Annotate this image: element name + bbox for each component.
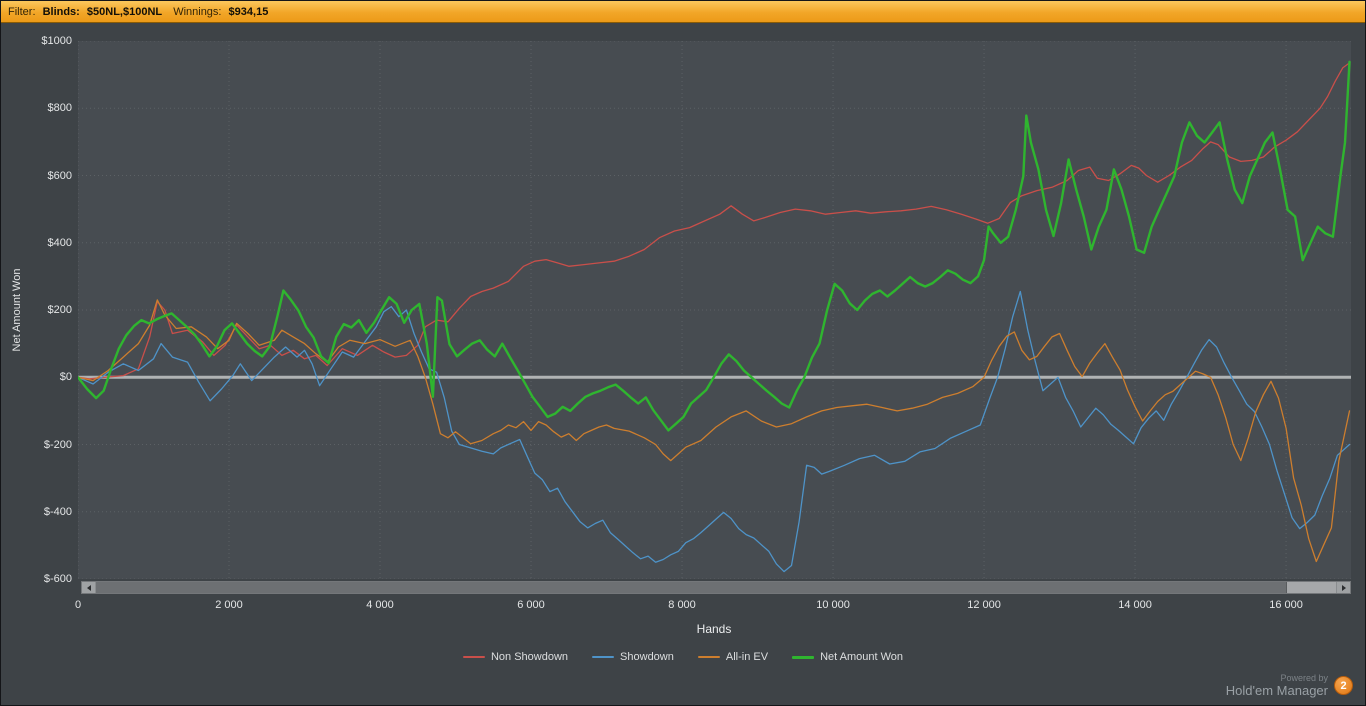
- scrollbar-right-arrow[interactable]: [1336, 582, 1350, 593]
- x-tick-label: 8 000: [668, 599, 696, 611]
- chart-canvas: [78, 41, 1351, 579]
- y-axis-ticks: $1000 $800 $600 $400 $200 $0 $-200 $-400 $-600: [25, 35, 75, 585]
- x-tick-label: 0: [74, 599, 82, 611]
- x-tick-label: 10 000: [816, 599, 850, 611]
- legend-item-net-amount-won[interactable]: Net Amount Won: [792, 651, 903, 663]
- y-tick-label: $400: [47, 236, 72, 249]
- scrollbar-track[interactable]: [96, 582, 1336, 593]
- x-axis-title: Hands: [696, 622, 732, 636]
- legend-item-showdown[interactable]: Showdown: [592, 651, 674, 663]
- branding: Powered by Hold'em Manager 2: [1226, 673, 1353, 698]
- legend-dash-showdown-icon: [592, 656, 615, 658]
- y-tick-label: $-200: [43, 438, 72, 451]
- legend-label: Net Amount Won: [820, 651, 904, 663]
- brand-name: Hold'em Manager: [1225, 683, 1328, 698]
- filter-blinds-label: Blinds:: [42, 6, 80, 18]
- branding-text: Powered by Hold'em Manager: [1226, 673, 1328, 698]
- y-tick-label: $600: [47, 169, 72, 182]
- legend-item-non-showdown[interactable]: Non Showdown: [462, 651, 569, 663]
- legend-dash-non-showdown-icon: [462, 656, 485, 658]
- chart-legend: Non Showdown Showdown All-in EV Net Amount …: [1, 651, 1365, 663]
- x-tick-label: 2 000: [215, 599, 243, 611]
- hm2-logo-icon: 2: [1334, 676, 1353, 695]
- filter-blinds-value: $50NL,$100NL: [86, 6, 163, 18]
- x-tick-label: 14 000: [1118, 599, 1152, 611]
- y-axis-title: Net Amount Won: [11, 268, 23, 352]
- y-tick-label: $1000: [41, 35, 72, 47]
- filter-bar[interactable]: Filter: Blinds: $50NL,$100NL Winnings: $…: [1, 1, 1365, 23]
- x-tick-label: 6 000: [517, 599, 545, 611]
- x-tick-label: 4 000: [366, 599, 394, 611]
- legend-label: Non Showdown: [490, 651, 569, 663]
- y-tick-label: $-400: [43, 505, 72, 518]
- y-tick-label: $800: [47, 102, 72, 115]
- powered-by-text: Powered by: [1280, 673, 1328, 683]
- x-tick-label: 12 000: [967, 599, 1001, 611]
- filter-winnings-label: Winnings:: [173, 6, 222, 18]
- y-tick-label: $200: [47, 304, 72, 316]
- filter-label: Filter:: [8, 6, 36, 18]
- filter-winnings-value: $934,15: [228, 6, 269, 18]
- x-tick-label: 16 000: [1269, 599, 1303, 611]
- chart-scrollbar: [81, 581, 1351, 594]
- scrollbar-thumb[interactable]: [96, 582, 1288, 593]
- series-line-net-amount-won: [78, 60, 1351, 432]
- scrollbar-left-arrow[interactable]: [82, 582, 96, 593]
- series-line-all-in-ev: [78, 299, 1351, 563]
- series-line-showdown: [78, 290, 1351, 573]
- series-line-non-showdown: [78, 62, 1351, 380]
- plot-area: [78, 41, 1351, 579]
- y-tick-label: $0: [59, 371, 72, 384]
- left-arrow-icon: [86, 584, 91, 591]
- x-axis-ticks: 0 2 000 4 000 6 000 8 000 10 000 12 000 14 000 1…: [74, 599, 1351, 613]
- legend-item-all-in-ev[interactable]: All-in EV: [697, 651, 769, 663]
- right-arrow-icon: [1341, 584, 1346, 591]
- y-tick-label: $-600: [43, 573, 72, 585]
- legend-dash-all-in-ev-icon: [697, 656, 720, 658]
- legend-label: All-in EV: [725, 651, 769, 663]
- legend-label: Showdown: [620, 651, 674, 663]
- legend-dash-net-amount-won-icon: [792, 655, 815, 659]
